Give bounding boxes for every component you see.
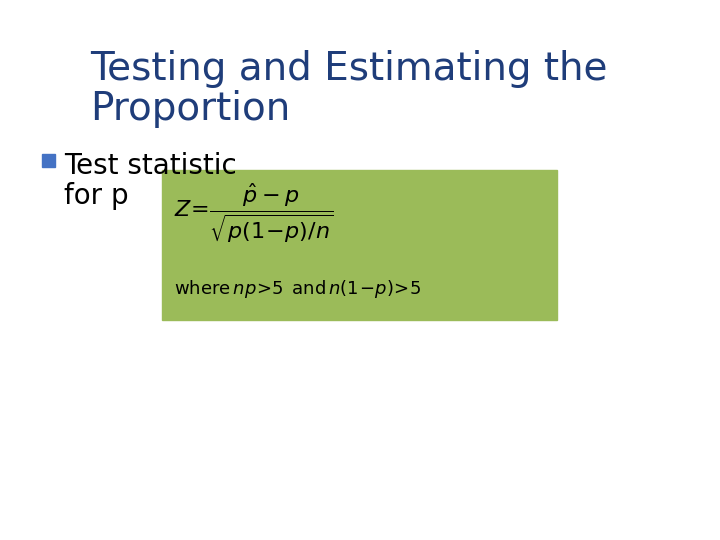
Text: Test statistic: Test statistic xyxy=(64,152,237,180)
Text: where$\,np\!>\!5\,$ and$\,n(1\!-\!p)\!>\!5$: where$\,np\!>\!5\,$ and$\,n(1\!-\!p)\!>\… xyxy=(174,278,421,300)
Text: Proportion: Proportion xyxy=(90,90,290,128)
Text: Testing and Estimating the: Testing and Estimating the xyxy=(90,50,608,88)
Text: $Z\!=\!\dfrac{\hat{p}-p}{\sqrt{p(1\!-\!p)/n}}$: $Z\!=\!\dfrac{\hat{p}-p}{\sqrt{p(1\!-\!p… xyxy=(174,182,334,245)
Text: for p: for p xyxy=(64,182,129,210)
Bar xyxy=(42,154,55,167)
Bar xyxy=(162,170,557,320)
